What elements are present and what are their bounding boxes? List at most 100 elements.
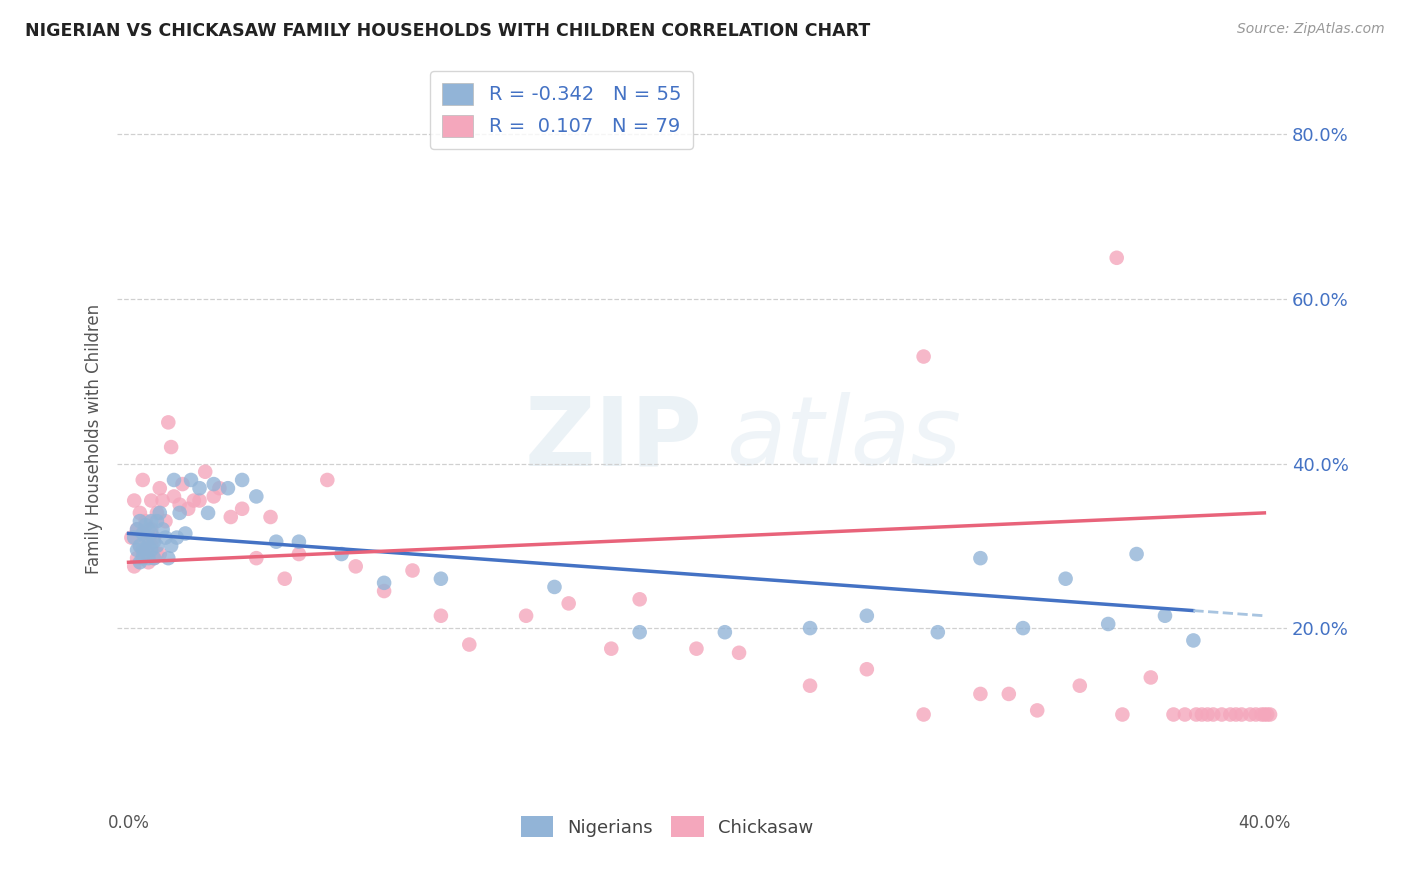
Point	[146, 514, 169, 528]
Point	[274, 572, 297, 586]
Point	[202, 490, 225, 504]
Point	[1174, 707, 1197, 722]
Point	[125, 551, 148, 566]
Point	[135, 514, 157, 528]
Point	[163, 490, 186, 504]
Point	[264, 534, 287, 549]
Point	[132, 473, 155, 487]
Point	[1054, 572, 1077, 586]
Point	[1258, 707, 1281, 722]
Point	[138, 539, 160, 553]
Point	[1202, 707, 1225, 722]
Point	[969, 551, 991, 566]
Point	[714, 625, 737, 640]
Point	[169, 506, 191, 520]
Point	[135, 531, 157, 545]
Point	[125, 522, 148, 536]
Point	[177, 501, 200, 516]
Point	[174, 526, 197, 541]
Point	[998, 687, 1021, 701]
Point	[969, 687, 991, 701]
Point	[155, 514, 177, 528]
Point	[1185, 707, 1208, 722]
Point	[169, 498, 191, 512]
Point	[149, 481, 172, 495]
Point	[912, 707, 935, 722]
Point	[430, 608, 453, 623]
Point	[1026, 703, 1049, 717]
Point	[927, 625, 949, 640]
Point	[458, 638, 481, 652]
Point	[515, 608, 537, 623]
Point	[180, 473, 202, 487]
Point	[628, 625, 651, 640]
Point	[152, 522, 174, 536]
Point	[157, 551, 180, 566]
Point	[132, 526, 155, 541]
Point	[685, 641, 707, 656]
Point	[231, 501, 253, 516]
Point	[1139, 670, 1161, 684]
Point	[208, 481, 231, 495]
Point	[135, 518, 157, 533]
Point	[149, 547, 172, 561]
Point	[163, 473, 186, 487]
Text: ZIP: ZIP	[524, 392, 702, 485]
Point	[129, 539, 152, 553]
Point	[132, 526, 155, 541]
Point	[141, 526, 163, 541]
Point	[259, 510, 281, 524]
Point	[1012, 621, 1035, 635]
Point	[138, 555, 160, 569]
Point	[138, 531, 160, 545]
Point	[1256, 707, 1278, 722]
Point	[1111, 707, 1133, 722]
Point	[194, 465, 217, 479]
Point	[1069, 679, 1091, 693]
Point	[141, 539, 163, 553]
Point	[344, 559, 367, 574]
Point	[122, 493, 145, 508]
Text: NIGERIAN VS CHICKASAW FAMILY HOUSEHOLDS WITH CHILDREN CORRELATION CHART: NIGERIAN VS CHICKASAW FAMILY HOUSEHOLDS …	[25, 22, 870, 40]
Point	[912, 350, 935, 364]
Point	[288, 547, 311, 561]
Point	[138, 522, 160, 536]
Point	[141, 514, 163, 528]
Point	[543, 580, 565, 594]
Point	[1219, 707, 1241, 722]
Point	[1225, 707, 1247, 722]
Point	[141, 493, 163, 508]
Point	[188, 493, 211, 508]
Point	[245, 490, 267, 504]
Point	[143, 534, 166, 549]
Point	[132, 551, 155, 566]
Point	[152, 493, 174, 508]
Point	[141, 543, 163, 558]
Point	[129, 539, 152, 553]
Point	[122, 531, 145, 545]
Point	[557, 596, 579, 610]
Point	[600, 641, 623, 656]
Point	[129, 514, 152, 528]
Point	[149, 506, 172, 520]
Point	[1211, 707, 1233, 722]
Point	[430, 572, 453, 586]
Point	[135, 543, 157, 558]
Point	[122, 559, 145, 574]
Point	[1154, 608, 1177, 623]
Point	[1105, 251, 1128, 265]
Point	[330, 547, 353, 561]
Point	[628, 592, 651, 607]
Point	[856, 662, 879, 676]
Point	[1250, 707, 1272, 722]
Point	[1230, 707, 1253, 722]
Point	[125, 522, 148, 536]
Point	[138, 551, 160, 566]
Point	[1182, 633, 1205, 648]
Point	[155, 531, 177, 545]
Point	[125, 543, 148, 558]
Point	[146, 539, 169, 553]
Point	[1197, 707, 1219, 722]
Point	[373, 575, 395, 590]
Point	[166, 531, 188, 545]
